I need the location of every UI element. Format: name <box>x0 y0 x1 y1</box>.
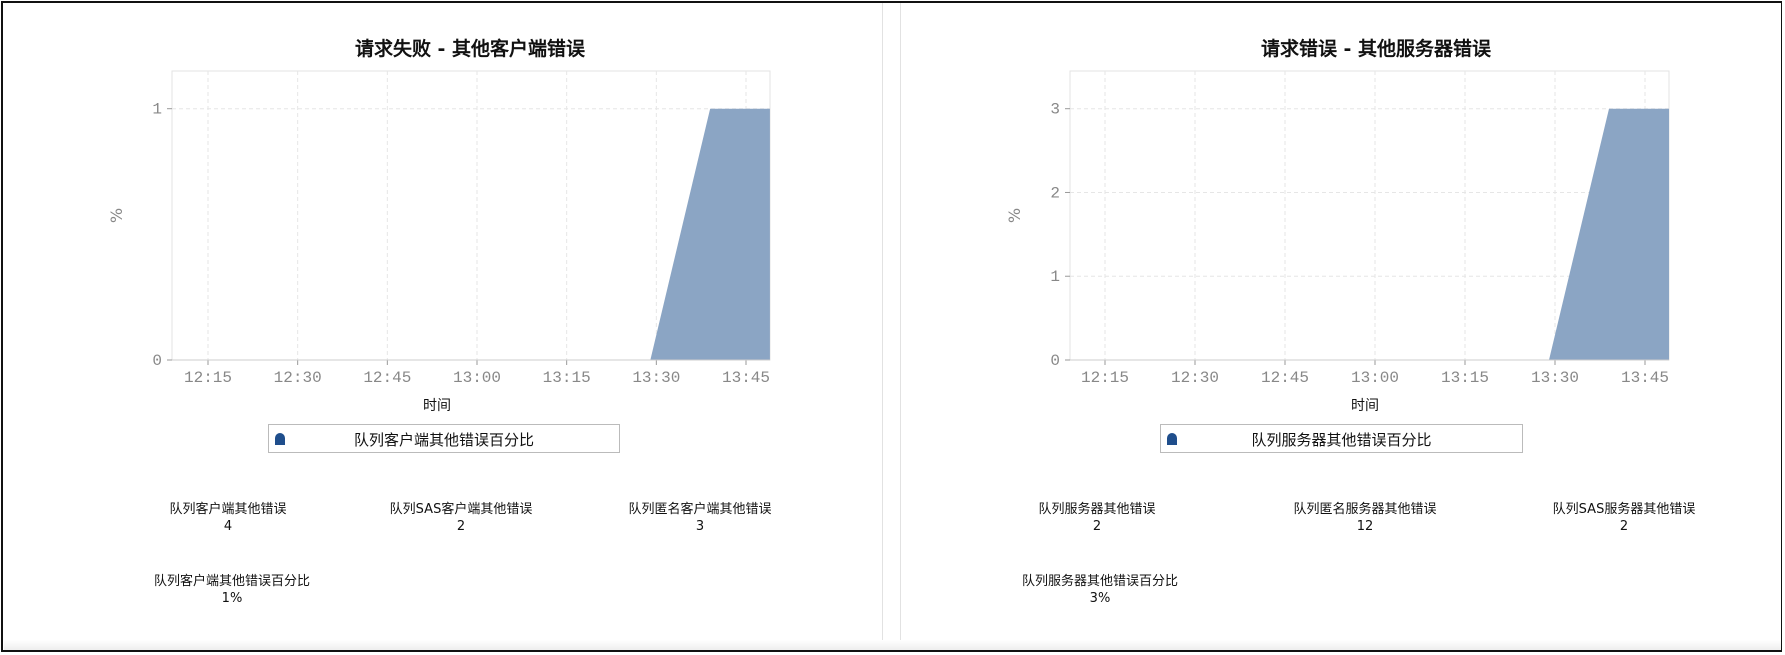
stat-label: 队列SAS客户端其他错误 <box>389 502 533 517</box>
y-tick-label: 1 <box>1050 268 1060 286</box>
stat-label: 队列SAS服务器其他错误 <box>1552 502 1696 517</box>
stat-sas-server-other-errors: 队列SAS服务器其他错误 2 <box>1553 501 1696 535</box>
stat-anon-server-other-errors: 队列匿名服务器其他错误 12 <box>1293 501 1436 535</box>
stat-label: 队列服务器其他错误 <box>1038 502 1156 517</box>
x-tick-label: 13:15 <box>1441 369 1489 387</box>
stat-anon-client-other-errors: 队列匿名客户端其他错误 3 <box>628 501 771 535</box>
x-tick-label: 13:45 <box>1621 369 1669 387</box>
x-tick-label: 12:30 <box>274 369 322 387</box>
x-axis-label-client: 时间 <box>423 398 451 414</box>
stat-value: 3% <box>1089 591 1111 606</box>
y-axis-label: % <box>107 208 126 223</box>
x-tick-label: 12:45 <box>363 369 411 387</box>
legend-marker-icon <box>275 433 285 445</box>
y-tick-label: 3 <box>1050 101 1060 119</box>
stat-client-other-errors: 队列客户端其他错误 4 <box>169 501 286 535</box>
x-tick-label: 13:45 <box>722 369 770 387</box>
chart-title-client: 请求失败 - 其他客户端错误 <box>354 38 586 60</box>
x-tick-label: 13:30 <box>632 369 680 387</box>
stat-value: 12 <box>1356 519 1374 534</box>
legend-marker-icon <box>1167 433 1177 445</box>
stat-client-other-errors-percent: 队列客户端其他错误百分比 1% <box>154 573 310 607</box>
bottom-band <box>4 640 1781 650</box>
x-tick-label: 12:15 <box>184 369 232 387</box>
stat-value: 3 <box>695 519 705 534</box>
stat-value: 4 <box>223 519 233 534</box>
legend-label: 队列客户端其他错误百分比 <box>353 431 534 449</box>
stat-label: 队列匿名服务器其他错误 <box>1293 502 1437 517</box>
y-tick-label: 2 <box>1050 184 1060 202</box>
stat-label: 队列客户端其他错误 <box>169 502 287 517</box>
y-tick-label: 0 <box>1050 352 1060 370</box>
series-area <box>650 108 770 361</box>
stat-value: 1% <box>221 591 243 606</box>
stat-label: 队列服务器其他错误百分比 <box>1021 574 1179 589</box>
stat-server-other-errors-percent: 队列服务器其他错误百分比 3% <box>1022 573 1178 607</box>
x-tick-label: 12:15 <box>1081 369 1129 387</box>
chart-title-server: 请求错误 - 其他服务器错误 <box>1260 38 1492 60</box>
stat-value: 2 <box>1092 519 1102 534</box>
stat-label: 队列匿名客户端其他错误 <box>628 502 772 517</box>
legend-server: 队列服务器其他错误百分比 <box>1160 424 1523 453</box>
x-axis-label-server: 时间 <box>1351 398 1379 414</box>
x-tick-label: 13:15 <box>543 369 591 387</box>
x-tick-label: 13:00 <box>453 369 501 387</box>
legend-client: 队列客户端其他错误百分比 <box>268 424 620 453</box>
x-tick-label: 13:30 <box>1531 369 1579 387</box>
stat-sas-client-other-errors: 队列SAS客户端其他错误 2 <box>390 501 533 535</box>
stat-value: 2 <box>456 519 466 534</box>
stat-server-other-errors: 队列服务器其他错误 2 <box>1038 501 1155 535</box>
stat-value: 2 <box>1619 519 1629 534</box>
x-tick-label: 12:45 <box>1261 369 1309 387</box>
x-tick-label: 12:30 <box>1171 369 1219 387</box>
x-tick-label: 13:00 <box>1351 369 1399 387</box>
legend-label: 队列服务器其他错误百分比 <box>1251 431 1432 449</box>
y-tick-label: 0 <box>152 352 162 370</box>
stat-label: 队列客户端其他错误百分比 <box>153 574 311 589</box>
series-area <box>1549 108 1669 361</box>
y-axis-label: % <box>1005 208 1024 223</box>
y-tick-label: 1 <box>152 101 162 119</box>
